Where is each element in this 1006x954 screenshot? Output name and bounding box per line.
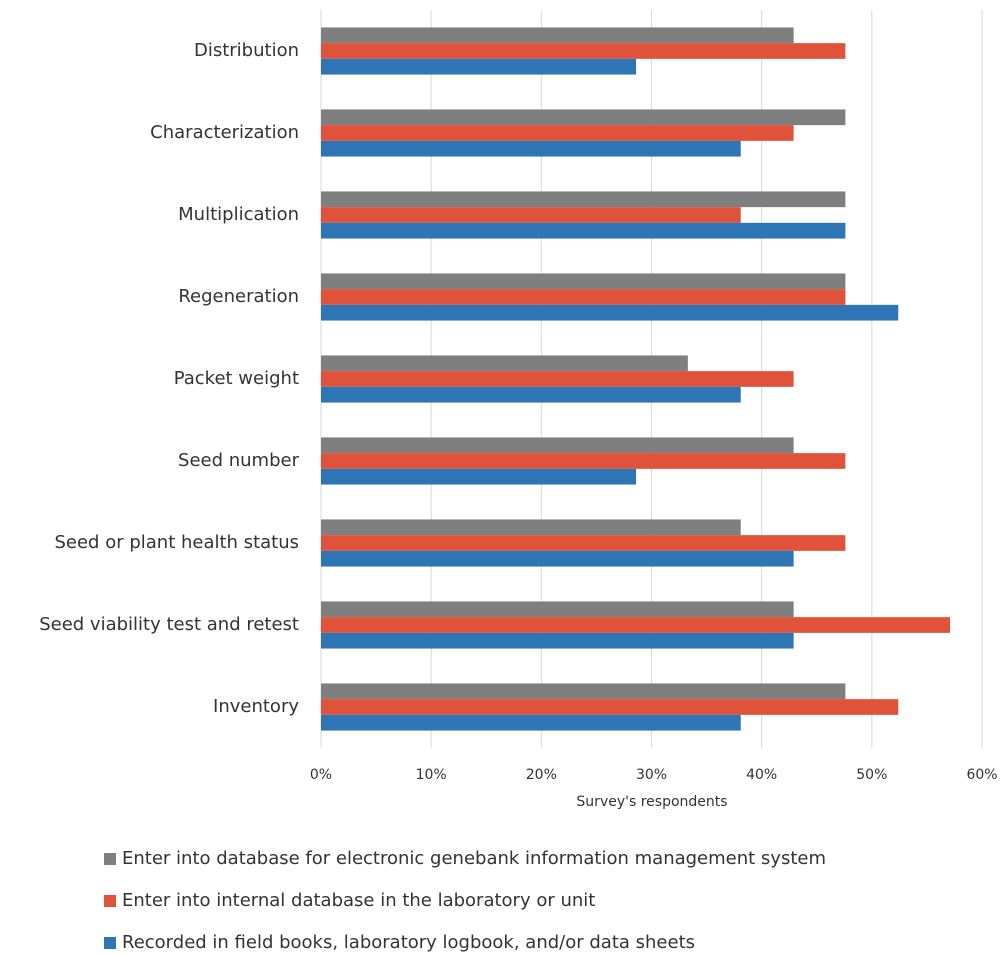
bar: [321, 453, 846, 469]
bar: [321, 191, 846, 208]
x-axis-title: Survey's respondents: [576, 794, 727, 810]
y-tick-label: Characterization: [150, 122, 299, 143]
bar: [321, 601, 794, 618]
bar: [321, 140, 741, 157]
y-tick-label: Seed number: [178, 450, 300, 471]
bar: [321, 468, 637, 485]
x-tick-label: 30%: [636, 767, 667, 783]
bar: [321, 109, 846, 126]
bar: [321, 535, 846, 551]
bar: [321, 222, 846, 239]
y-tick-label: Packet weight: [174, 368, 299, 389]
y-tick-label: Seed viability test and retest: [39, 614, 299, 635]
bar: [321, 437, 794, 454]
bar: [321, 714, 741, 731]
x-tick-label: 0%: [310, 767, 332, 783]
x-tick-label: 10%: [416, 767, 447, 783]
legend-label: Recorded in field books, laboratory logb…: [122, 932, 695, 953]
bar: [321, 683, 846, 700]
y-tick-label: Multiplication: [178, 204, 299, 225]
bar: [321, 699, 899, 715]
y-tick-label: Seed or plant health status: [54, 532, 299, 553]
bar: [321, 304, 899, 321]
y-tick-label: Inventory: [213, 696, 299, 717]
legend-swatch: [104, 853, 116, 865]
y-tick-label: Distribution: [194, 40, 299, 61]
bar: [321, 519, 741, 536]
bar: [321, 27, 794, 44]
x-tick-label: 50%: [856, 767, 887, 783]
bar: [321, 550, 794, 567]
bar: [321, 43, 846, 59]
legend-swatch: [104, 937, 116, 949]
legend-label: Enter into internal database in the labo…: [122, 890, 595, 911]
x-tick-label: 60%: [966, 767, 997, 783]
x-tick-label: 20%: [526, 767, 557, 783]
bar: [321, 355, 688, 372]
legend-swatch: [104, 895, 116, 907]
bar: [321, 617, 951, 633]
bar: [321, 125, 794, 141]
bar: [321, 58, 637, 75]
bar: [321, 289, 846, 305]
bar: [321, 371, 794, 387]
bar: [321, 386, 741, 403]
bar: [321, 632, 794, 649]
bar: [321, 207, 741, 223]
y-tick-label: Regeneration: [178, 286, 299, 307]
bar: [321, 273, 846, 290]
x-tick-label: 40%: [746, 767, 777, 783]
legend-label: Enter into database for electronic geneb…: [122, 848, 826, 869]
